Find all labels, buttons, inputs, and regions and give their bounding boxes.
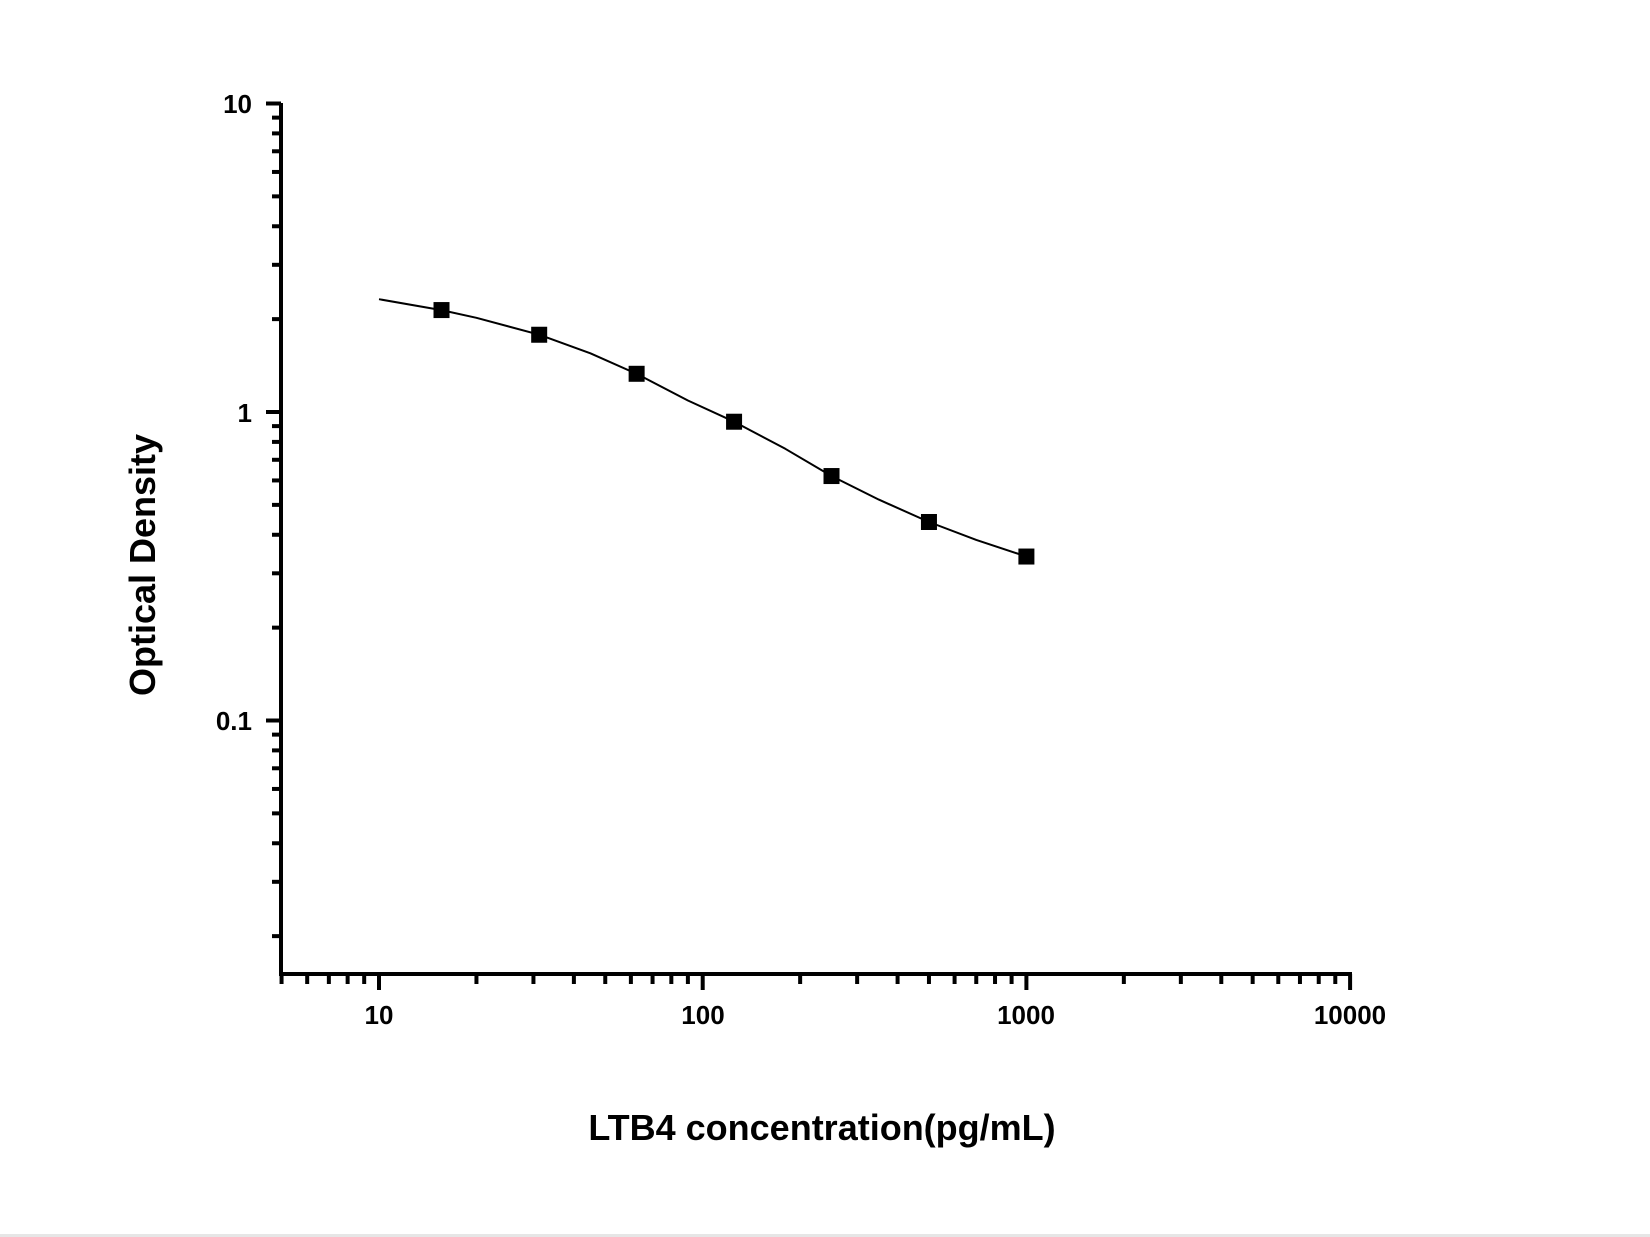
y-axis-title: Optical Density bbox=[122, 434, 163, 696]
data-point-marker bbox=[628, 365, 645, 382]
x-tick-label-10000: 10000 bbox=[1314, 1000, 1386, 1030]
y-tick-label-0.1: 0.1 bbox=[216, 706, 252, 736]
plot-area bbox=[378, 298, 1035, 565]
x-tick-label-100: 100 bbox=[681, 1000, 724, 1030]
x-tick-label-1000: 1000 bbox=[997, 1000, 1055, 1030]
data-point-marker bbox=[531, 326, 548, 343]
data-point-marker bbox=[823, 468, 840, 485]
data-point-marker bbox=[433, 302, 450, 319]
bottom-border bbox=[0, 1234, 1650, 1237]
axes: 10 1 0.1 10 100 1000 10000 LTB4 concentr… bbox=[122, 89, 1386, 1148]
x-axis-ticks bbox=[279, 974, 1353, 990]
y-tick-label-10: 10 bbox=[223, 89, 252, 119]
y-tick-label-1: 1 bbox=[238, 398, 252, 428]
x-axis-title: LTB4 concentration(pg/mL) bbox=[588, 1107, 1055, 1148]
data-point-marker bbox=[726, 413, 743, 430]
y-axis-ticks bbox=[266, 101, 281, 939]
data-point-marker bbox=[1018, 548, 1035, 565]
fitted-curve bbox=[378, 298, 1027, 558]
data-point-marker bbox=[920, 513, 937, 530]
x-tick-label-10: 10 bbox=[365, 1000, 394, 1030]
